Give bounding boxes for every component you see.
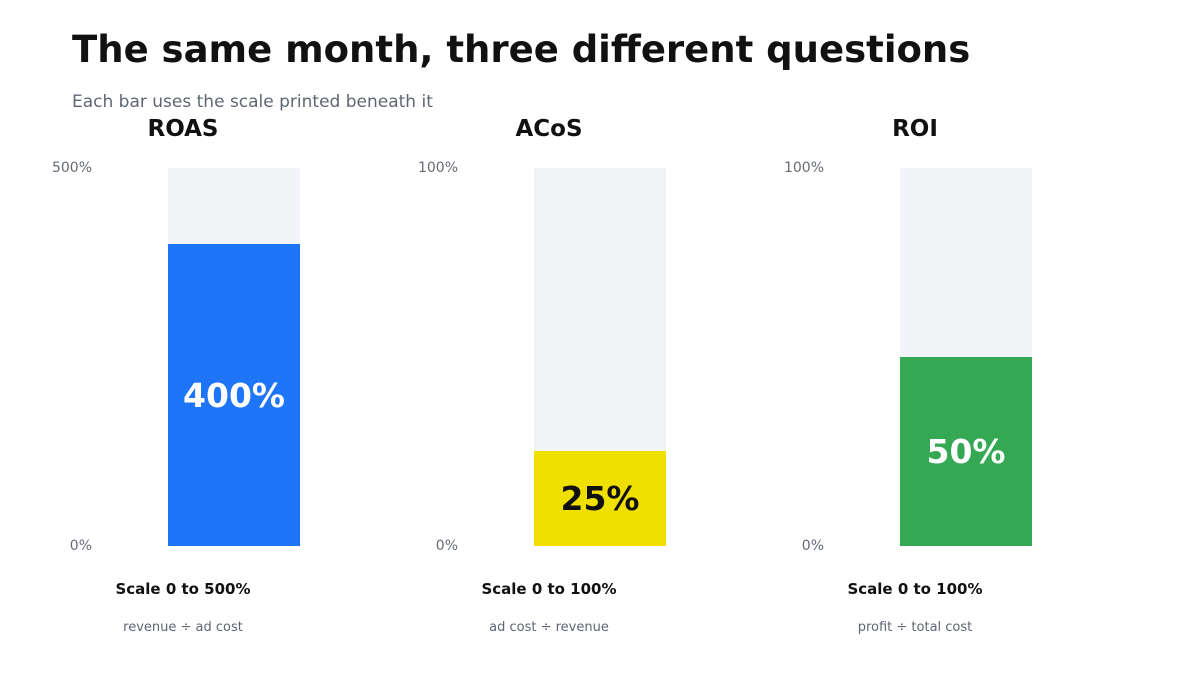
panel-title: ACoS: [515, 116, 583, 142]
y-tick-max: 100%: [417, 160, 458, 176]
bar-track: 50%: [900, 168, 1032, 546]
y-tick-min: 0%: [69, 538, 92, 554]
y-tick-min: 0%: [801, 538, 824, 554]
chart-subtitle: Each bar uses the scale printed beneath …: [72, 92, 433, 112]
bar: 50%: [900, 357, 1032, 546]
scale-label: Scale 0 to 100%: [847, 580, 983, 598]
bar: 400%: [168, 244, 300, 546]
bar-track: 25%: [534, 168, 666, 546]
bar-value-label: 50%: [926, 432, 1006, 471]
formula-label: ad cost ÷ revenue: [489, 620, 609, 635]
scale-label: Scale 0 to 100%: [481, 580, 617, 598]
formula-label: profit ÷ total cost: [857, 620, 973, 635]
panel-roi: ROI 100% 0% 50% Scale 0 to 100% profit ÷…: [732, 0, 1098, 700]
bar-value-label: 400%: [183, 375, 285, 415]
y-tick-max: 100%: [783, 160, 824, 176]
bar-track: 400%: [168, 168, 300, 546]
bar-value-label: 25%: [560, 479, 640, 518]
y-tick-max: 500%: [51, 160, 92, 176]
panel-title: ROI: [892, 116, 938, 142]
formula-label: revenue ÷ ad cost: [123, 620, 243, 635]
panel-roas: ROAS 500% 0% 400% Scale 0 to 500% revenu…: [0, 0, 366, 700]
bar: 25%: [534, 451, 666, 546]
panel-acos: ACoS 100% 0% 25% Scale 0 to 100% ad cost…: [366, 0, 732, 700]
chart-title: The same month, three different question…: [72, 28, 971, 71]
panel-title: ROAS: [147, 116, 219, 142]
y-tick-min: 0%: [435, 538, 458, 554]
scale-label: Scale 0 to 500%: [115, 580, 251, 598]
